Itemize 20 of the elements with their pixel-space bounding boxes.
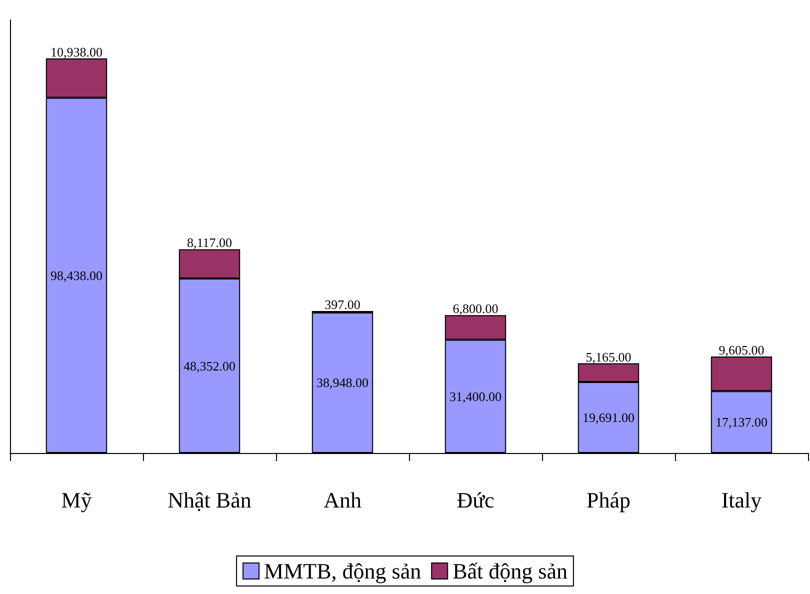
x-tick-label: Đức [456, 488, 495, 512]
data-label: 17,137.00 [716, 414, 768, 430]
legend-label: Bất động sản [452, 558, 568, 584]
legend-label: MMTB, động sản [264, 558, 422, 584]
data-label: 38,948.00 [316, 375, 368, 390]
data-label: 397.00 [324, 297, 360, 312]
x-tick-label: Anh [324, 488, 362, 512]
data-label: 19,691.00 [582, 410, 634, 425]
data-label: 6,800.00 [452, 301, 498, 316]
data-label: 48,352.00 [184, 358, 236, 374]
x-tick-label: Nhật Bản [168, 488, 252, 512]
data-label: 9,605.00 [718, 342, 764, 358]
data-label: 98,438.00 [50, 268, 102, 283]
x-tick-label: Mỹ [61, 488, 92, 512]
x-tick-label: Italy [721, 488, 762, 512]
x-tick-label: Pháp [586, 488, 630, 512]
data-label: 8,117.00 [186, 235, 232, 250]
data-label: 10,938.00 [50, 44, 102, 60]
data-label: 5,165.00 [586, 349, 632, 364]
data-label: 31,400.00 [450, 388, 502, 404]
